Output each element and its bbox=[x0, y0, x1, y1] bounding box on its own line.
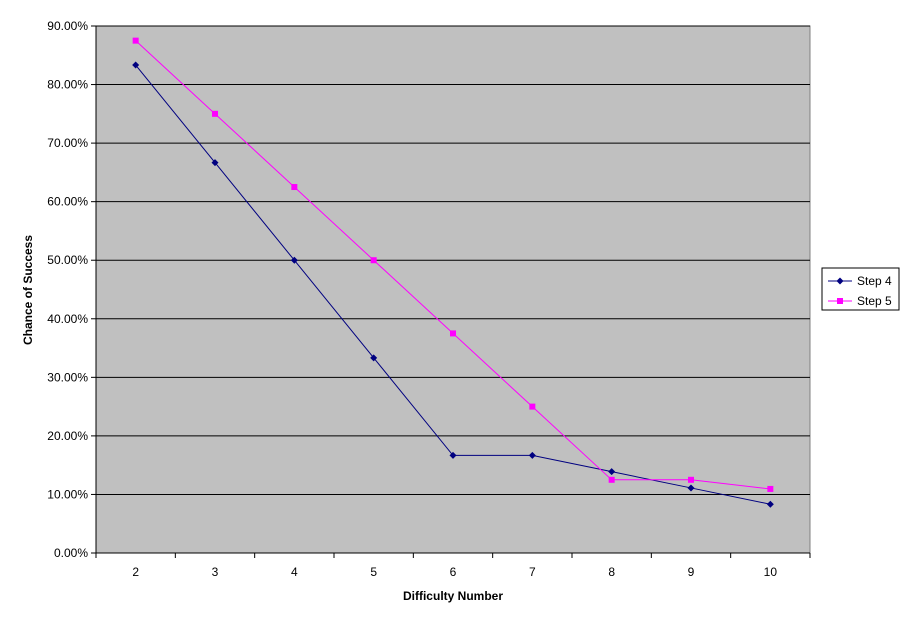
x-tick-label: 8 bbox=[608, 565, 615, 579]
x-tick-label: 4 bbox=[291, 565, 298, 579]
y-tick-label: 40.00% bbox=[47, 312, 88, 326]
x-tick-label: 3 bbox=[212, 565, 219, 579]
y-tick-label: 90.00% bbox=[47, 19, 88, 33]
data-point bbox=[766, 500, 774, 508]
x-axis-title: Difficulty Number bbox=[403, 589, 503, 603]
legend-box bbox=[821, 267, 900, 311]
legend-label: Step 4 bbox=[857, 274, 892, 288]
x-tick-label: 10 bbox=[764, 565, 778, 579]
data-point bbox=[290, 256, 298, 264]
y-tick-label: 0.00% bbox=[54, 546, 88, 560]
y-axis-ticks: 0.00% 10.00% 20.00% 30.00% 40.00% 50.00% 60.00… bbox=[47, 19, 96, 560]
y-tick-label: 10.00% bbox=[47, 487, 88, 501]
legend: Step 4 Step 5 bbox=[821, 267, 900, 311]
data-point bbox=[528, 451, 536, 459]
x-tick-label: 7 bbox=[529, 565, 536, 579]
x-axis-ticks: 2 3 4 5 6 7 8 9 10 bbox=[95, 553, 811, 579]
data-point bbox=[370, 354, 378, 362]
y-tick-label: 50.00% bbox=[47, 253, 88, 267]
y-tick-label: 20.00% bbox=[47, 429, 88, 443]
plot-area bbox=[95, 25, 811, 554]
series-step-4 bbox=[132, 61, 774, 508]
x-tick-label: 6 bbox=[450, 565, 457, 579]
y-tick-label: 30.00% bbox=[47, 370, 88, 384]
data-point bbox=[449, 451, 457, 459]
legend-label: Step 5 bbox=[857, 294, 892, 308]
data-point bbox=[687, 484, 695, 492]
data-point bbox=[608, 468, 616, 476]
data-point bbox=[370, 257, 377, 264]
data-point bbox=[291, 184, 298, 191]
gridlines bbox=[96, 25, 810, 495]
y-tick-label: 80.00% bbox=[47, 78, 88, 92]
data-point bbox=[450, 330, 456, 337]
axes bbox=[95, 26, 810, 554]
legend-swatch-marker bbox=[836, 277, 844, 285]
data-point bbox=[529, 403, 536, 410]
data-point bbox=[608, 476, 615, 483]
legend-swatch-marker bbox=[837, 298, 843, 304]
x-tick-label: 5 bbox=[370, 565, 377, 579]
y-axis-title: Chance of Success bbox=[21, 235, 35, 345]
data-point bbox=[132, 61, 140, 69]
x-tick-label: 9 bbox=[688, 565, 695, 579]
data-point bbox=[132, 37, 139, 44]
data-point bbox=[767, 485, 774, 492]
y-tick-label: 60.00% bbox=[47, 195, 88, 209]
data-point bbox=[212, 110, 218, 117]
x-tick-label: 2 bbox=[132, 565, 139, 579]
series-layer bbox=[132, 37, 774, 508]
data-point bbox=[688, 476, 694, 483]
data-point bbox=[211, 159, 219, 167]
series-step-5 bbox=[132, 37, 774, 492]
y-tick-label: 70.00% bbox=[47, 136, 88, 150]
